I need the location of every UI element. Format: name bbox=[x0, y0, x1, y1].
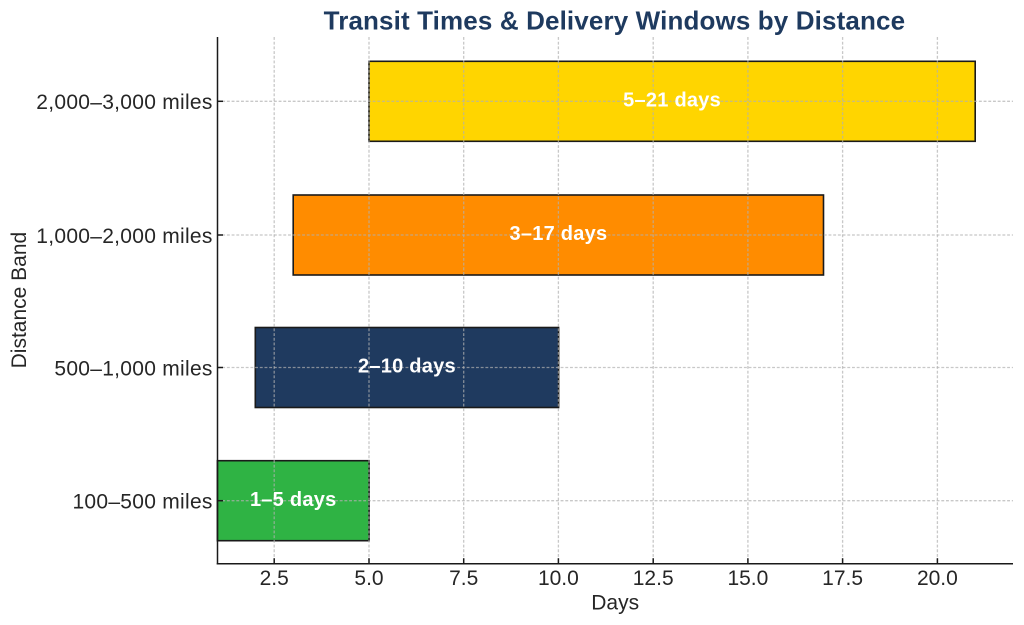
svg-text:2.5: 2.5 bbox=[260, 567, 289, 590]
svg-text:1,000–2,000 miles: 1,000–2,000 miles bbox=[36, 225, 212, 248]
svg-text:Transit Times & Delivery Windo: Transit Times & Delivery Windows by Dist… bbox=[324, 6, 906, 36]
svg-text:500–1,000 miles: 500–1,000 miles bbox=[54, 357, 212, 380]
svg-text:5.0: 5.0 bbox=[354, 567, 383, 590]
svg-text:10.0: 10.0 bbox=[538, 567, 579, 590]
svg-text:1–5 days: 1–5 days bbox=[250, 489, 337, 511]
svg-text:5–21 days: 5–21 days bbox=[623, 90, 721, 112]
svg-text:Distance Band: Distance Band bbox=[8, 232, 31, 369]
svg-text:20.0: 20.0 bbox=[917, 567, 958, 590]
svg-text:3–17 days: 3–17 days bbox=[509, 223, 607, 245]
svg-text:2–10 days: 2–10 days bbox=[358, 356, 456, 378]
svg-text:17.5: 17.5 bbox=[822, 567, 863, 590]
svg-text:2,000–3,000 miles: 2,000–3,000 miles bbox=[36, 91, 212, 114]
svg-text:15.0: 15.0 bbox=[727, 567, 768, 590]
svg-text:7.5: 7.5 bbox=[449, 567, 478, 590]
svg-text:12.5: 12.5 bbox=[633, 567, 674, 590]
svg-text:100–500 miles: 100–500 miles bbox=[72, 491, 212, 514]
svg-text:Days: Days bbox=[591, 592, 639, 615]
